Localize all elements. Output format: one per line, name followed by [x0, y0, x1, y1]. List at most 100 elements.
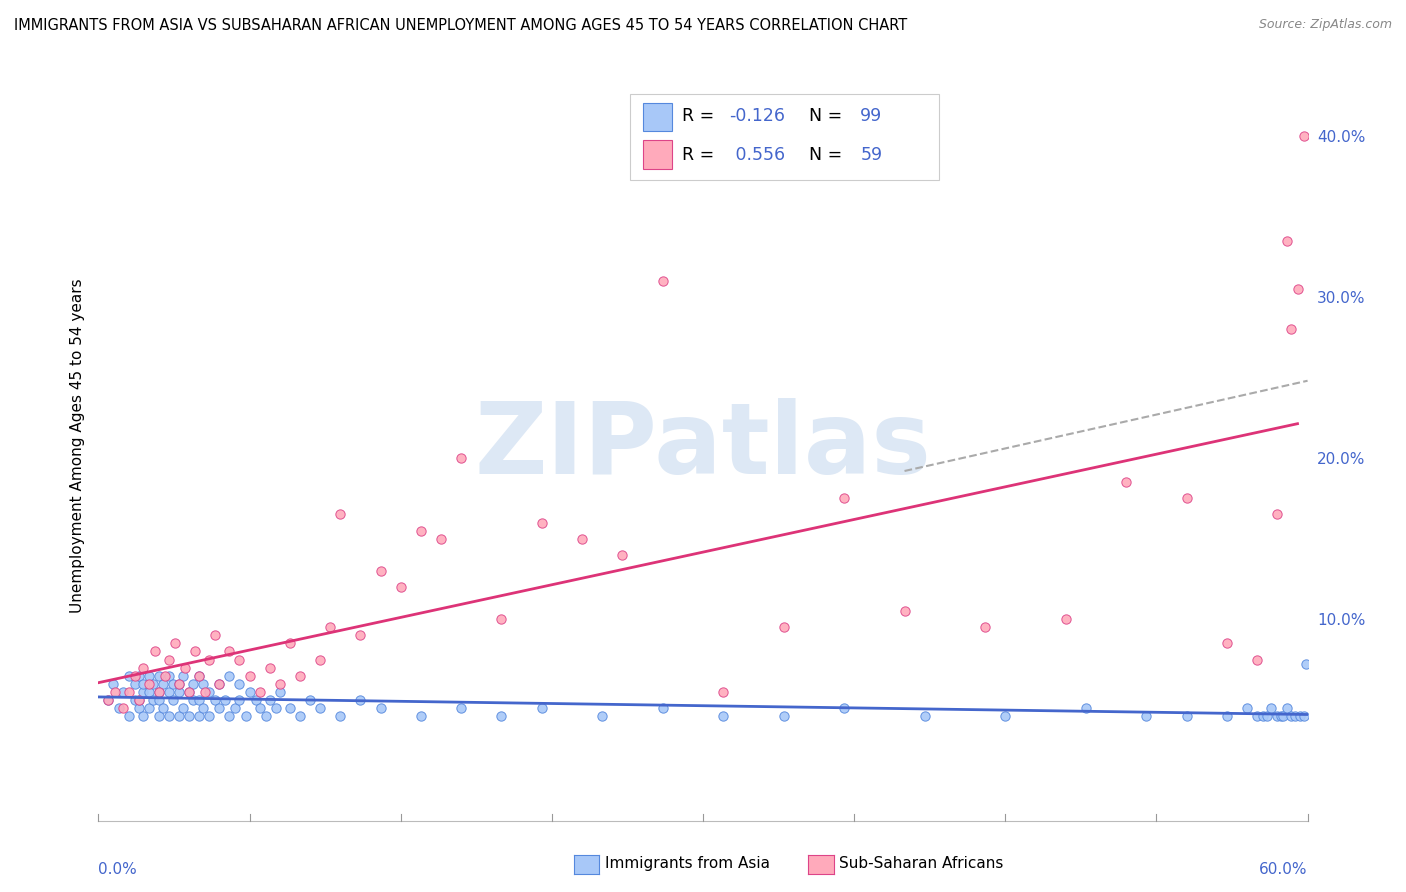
Point — [111, 684, 134, 698]
Point — [349, 628, 371, 642]
Point — [1267, 508, 1289, 522]
Point — [148, 693, 170, 707]
Point — [148, 709, 170, 723]
Point — [138, 668, 160, 682]
Point — [184, 644, 207, 658]
Point — [530, 516, 553, 530]
Point — [198, 709, 221, 723]
Point — [167, 684, 190, 698]
Point — [152, 676, 174, 690]
Point — [167, 709, 190, 723]
Point — [188, 709, 211, 723]
FancyBboxPatch shape — [630, 94, 939, 180]
Point — [228, 652, 250, 666]
Point — [152, 701, 174, 715]
Point — [153, 668, 176, 682]
Point — [188, 693, 211, 707]
Point — [249, 684, 271, 698]
Point — [264, 701, 287, 715]
Text: Immigrants from Asia: Immigrants from Asia — [605, 856, 769, 871]
Point — [124, 676, 146, 690]
Point — [711, 709, 734, 723]
Point — [101, 676, 124, 690]
Point — [214, 693, 236, 707]
Point — [612, 548, 634, 562]
Text: Source: ZipAtlas.com: Source: ZipAtlas.com — [1258, 18, 1392, 31]
Point — [1272, 709, 1295, 723]
Point — [1175, 709, 1198, 723]
Text: -0.126: -0.126 — [730, 107, 786, 125]
Point — [1281, 322, 1303, 336]
Point — [772, 709, 794, 723]
Point — [132, 684, 155, 698]
Point — [188, 668, 211, 682]
Point — [278, 701, 301, 715]
Point — [179, 709, 201, 723]
Point — [138, 676, 160, 690]
Point — [167, 676, 190, 690]
Point — [1074, 701, 1097, 715]
Point — [1281, 709, 1303, 723]
Text: R =: R = — [682, 145, 720, 163]
Point — [172, 668, 194, 682]
Point — [204, 628, 226, 642]
Point — [259, 693, 281, 707]
Point — [142, 676, 165, 690]
Point — [181, 676, 204, 690]
Point — [1246, 652, 1268, 666]
Point — [349, 693, 371, 707]
Point — [409, 709, 432, 723]
Point — [1115, 475, 1137, 490]
Point — [1216, 709, 1239, 723]
Point — [1292, 128, 1315, 143]
Text: 0.0%: 0.0% — [98, 862, 138, 877]
Point — [198, 684, 221, 698]
Point — [179, 684, 201, 698]
Point — [132, 676, 155, 690]
Point — [188, 668, 211, 682]
Y-axis label: Unemployment Among Ages 45 to 54 years: Unemployment Among Ages 45 to 54 years — [69, 278, 84, 614]
Text: R =: R = — [682, 107, 720, 125]
Text: N =: N = — [810, 107, 848, 125]
Text: 99: 99 — [860, 107, 883, 125]
Point — [1277, 234, 1299, 248]
Point — [299, 693, 322, 707]
Point — [128, 693, 150, 707]
Point — [309, 701, 332, 715]
Point — [249, 701, 271, 715]
Point — [370, 564, 392, 578]
Point — [1054, 612, 1077, 626]
Point — [118, 684, 141, 698]
Point — [772, 620, 794, 634]
Point — [228, 693, 250, 707]
Point — [651, 274, 673, 288]
Point — [163, 636, 186, 650]
Point — [143, 644, 166, 658]
Text: 60.0%: 60.0% — [1260, 862, 1308, 877]
Point — [1267, 709, 1289, 723]
Point — [124, 693, 146, 707]
Point — [278, 636, 301, 650]
Point — [172, 701, 194, 715]
Text: ■: ■ — [575, 855, 592, 872]
Point — [491, 612, 513, 626]
Point — [1246, 709, 1268, 723]
FancyBboxPatch shape — [643, 103, 672, 131]
Point — [1236, 701, 1258, 715]
Point — [235, 709, 257, 723]
Text: ZIPatlas: ZIPatlas — [475, 398, 931, 494]
Point — [128, 693, 150, 707]
Point — [157, 684, 180, 698]
Point — [329, 508, 352, 522]
Text: IMMIGRANTS FROM ASIA VS SUBSAHARAN AFRICAN UNEMPLOYMENT AMONG AGES 45 TO 54 YEAR: IMMIGRANTS FROM ASIA VS SUBSAHARAN AFRIC… — [14, 18, 907, 33]
Point — [1270, 709, 1292, 723]
Point — [288, 668, 311, 682]
Point — [1135, 709, 1157, 723]
Point — [832, 491, 855, 506]
Text: 59: 59 — [860, 145, 883, 163]
Point — [389, 580, 412, 594]
Point — [97, 693, 120, 707]
Point — [430, 532, 453, 546]
Point — [711, 684, 734, 698]
Point — [319, 620, 342, 634]
